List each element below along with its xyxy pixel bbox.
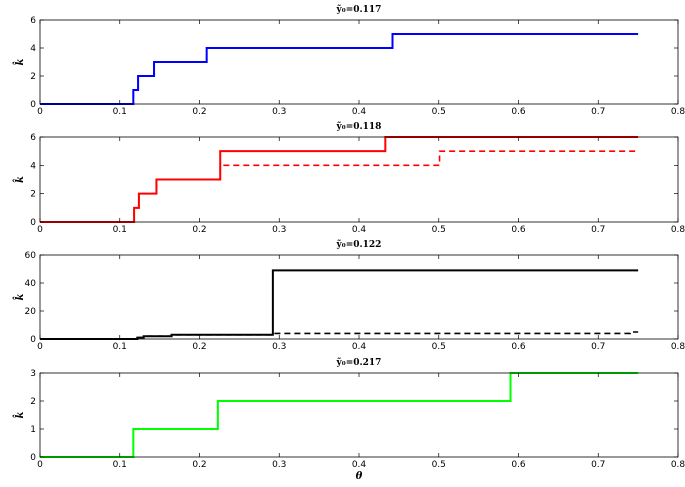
y-tick-label: 3 (30, 369, 36, 379)
panel-2: 0 0.1 0.2 0.3 0.4 0.5 0.6 0.7 0.8 0 2 4 6 ỹ₀=0.118 k̂ (13, 121, 685, 235)
y-tick-label: 4 (30, 161, 36, 171)
x-tick-label: 0.1 (113, 460, 127, 470)
y-axis-label: k̂ (13, 58, 26, 65)
y-axis-label: k̂ (13, 176, 26, 183)
series-solid-line (40, 269, 639, 340)
x-tick-label: 0.8 (671, 225, 685, 235)
x-tick-label: 0.4 (352, 342, 367, 352)
x-tick-label: 0.3 (272, 107, 286, 117)
x-tick-label: 0.6 (511, 460, 526, 470)
x-tick-label: 0.7 (591, 225, 605, 235)
panel-title: ỹ₀=0.118 (336, 121, 382, 132)
y-tick-label: 40 (25, 279, 37, 289)
panel-title: ỹ₀=0.117 (336, 4, 382, 15)
series-solid-line (40, 136, 639, 223)
y-tick-label: 60 (25, 251, 37, 261)
x-tick-label: 0 (37, 107, 43, 117)
x-axis-label: θ (356, 471, 363, 482)
axes-box (39, 136, 679, 223)
y-tick-label: 2 (30, 72, 36, 82)
x-tick-label: 0.4 (352, 107, 367, 117)
series-dashed-line (40, 331, 639, 340)
x-tick-label: 0.1 (113, 107, 127, 117)
series-dashed-line (40, 150, 639, 223)
y-tick-label: 0 (30, 218, 36, 228)
x-tick-label: 0.4 (352, 460, 367, 470)
x-tick-label: 0.5 (432, 460, 446, 470)
x-tick-label: 0.6 (511, 342, 526, 352)
panel-title: ỹ₀=0.217 (336, 357, 382, 368)
y-axis-label: k̂ (13, 411, 26, 418)
series-solid-line (40, 33, 639, 105)
panel-3: 0 0.1 0.2 0.3 0.4 0.5 0.6 0.7 0.8 0 20 40 60 ỹ₀=0.122… (13, 239, 685, 352)
x-tick-label: 0.2 (192, 225, 206, 235)
x-tick-label: 0.3 (272, 225, 286, 235)
x-tick-label: 0.5 (432, 342, 446, 352)
x-tick-label: 0.5 (432, 107, 446, 117)
x-tick-label: 0 (37, 342, 43, 352)
y-tick-label: 20 (25, 307, 37, 317)
y-tick-label: 2 (30, 190, 36, 200)
x-tick-label: 0.3 (272, 342, 286, 352)
panel-4: 0 0.1 0.2 0.3 0.4 0.5 0.6 0.7 0.8 0 1 2 3 ỹ₀=0.217 k̂ θ (13, 357, 685, 482)
x-tick-label: 0.8 (671, 342, 685, 352)
axes-box (39, 254, 679, 340)
x-tick-label: 0.6 (511, 225, 526, 235)
x-tick-label: 0.6 (511, 107, 526, 117)
x-tick-label: 0.2 (192, 460, 206, 470)
axes-box (39, 19, 679, 105)
x-tick-label: 0.7 (591, 342, 605, 352)
y-tick-label: 0 (30, 335, 36, 345)
y-tick-label: 0 (30, 453, 36, 463)
series-dashed-line (40, 372, 639, 458)
panel-1: 0 0.1 0.2 0.3 0.4 0.5 0.6 0.7 0.8 0 2 4 6 ỹ₀=0.117 k̂ (13, 4, 685, 117)
series-solid-line (40, 372, 639, 458)
y-tick-label: 2 (30, 397, 36, 407)
series-dashed-line (40, 33, 639, 105)
x-tick-label: 0.7 (591, 460, 605, 470)
y-tick-label: 1 (30, 425, 36, 435)
x-tick-label: 0.3 (272, 460, 286, 470)
x-tick-label: 0.8 (671, 107, 685, 117)
x-tick-label: 0.5 (432, 225, 446, 235)
x-tick-label: 0.8 (671, 460, 685, 470)
x-tick-label: 0.2 (192, 342, 206, 352)
y-tick-label: 0 (30, 100, 36, 110)
x-tick-label: 0.2 (192, 107, 206, 117)
x-tick-label: 0.7 (591, 107, 605, 117)
y-tick-label: 6 (30, 133, 36, 143)
x-tick-label: 0.4 (352, 225, 367, 235)
axes-box (39, 372, 679, 458)
x-tick-label: 0 (37, 460, 43, 470)
y-axis-label: k̂ (13, 293, 26, 300)
panel-title: ỹ₀=0.122 (336, 239, 382, 250)
x-tick-label: 0 (37, 225, 43, 235)
x-tick-label: 0.1 (113, 342, 127, 352)
y-tick-label: 4 (30, 44, 36, 54)
x-tick-label: 0.1 (113, 225, 127, 235)
y-tick-label: 6 (30, 16, 36, 26)
